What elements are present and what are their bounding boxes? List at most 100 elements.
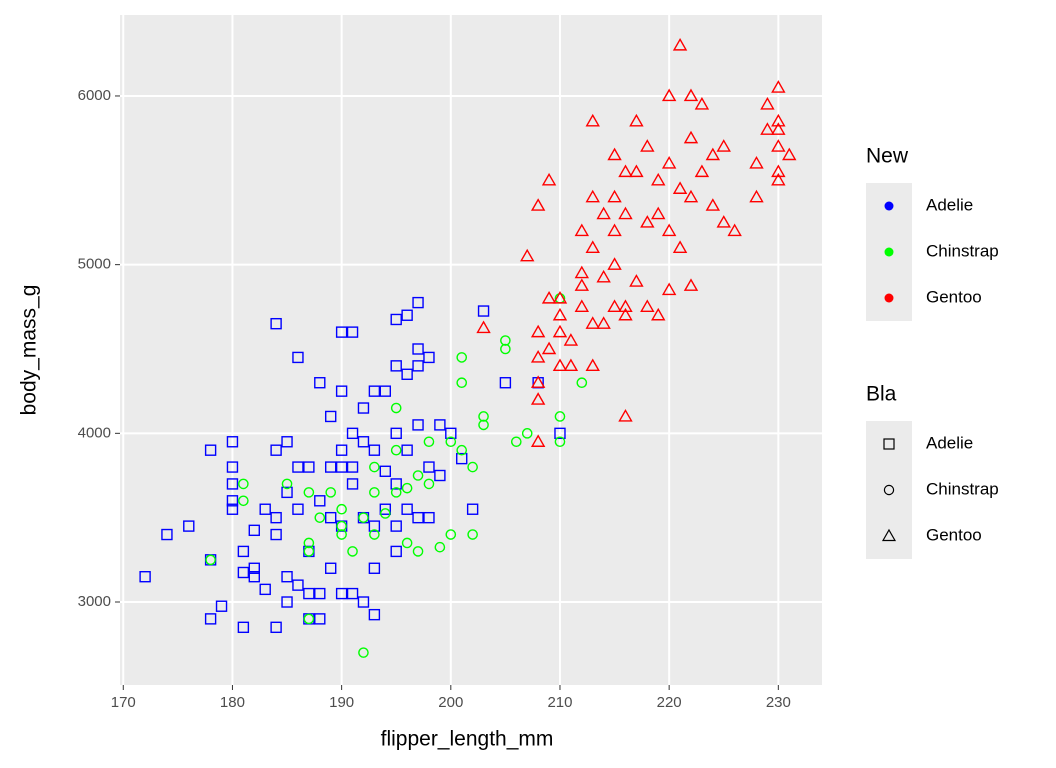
point (618, 409, 633, 422)
y-tick-label: 3000 (78, 593, 111, 610)
point (238, 478, 249, 490)
point (303, 546, 315, 557)
point (607, 147, 622, 161)
point (335, 326, 348, 338)
point (369, 487, 380, 498)
point (607, 223, 622, 237)
point (390, 402, 402, 414)
point (672, 181, 688, 194)
point (596, 316, 611, 329)
point (554, 436, 566, 448)
point (358, 647, 369, 658)
point (325, 461, 337, 473)
point (683, 130, 699, 144)
point (618, 299, 633, 313)
point (445, 427, 457, 440)
point (563, 358, 579, 372)
point (541, 290, 557, 304)
point (390, 444, 402, 456)
point (314, 377, 326, 389)
point (552, 290, 568, 304)
point (629, 113, 644, 127)
point (346, 326, 359, 338)
legend-entry: Chinstrap (926, 241, 999, 260)
point (607, 299, 622, 313)
point (357, 436, 370, 448)
legend-entry: Chinstrap (926, 479, 999, 498)
point (530, 434, 546, 447)
point (466, 503, 479, 515)
point (552, 358, 568, 372)
point (401, 537, 413, 549)
point (336, 520, 347, 532)
point (325, 487, 337, 498)
point (270, 621, 282, 634)
point (368, 562, 381, 574)
point (661, 223, 677, 237)
point (346, 461, 359, 473)
point (530, 198, 546, 211)
point (292, 461, 304, 473)
point (694, 164, 710, 178)
x-tick-label: 210 (547, 694, 572, 711)
point (585, 113, 600, 127)
point (661, 282, 677, 296)
point (883, 438, 895, 450)
point (379, 385, 391, 397)
point (303, 613, 315, 625)
point (596, 269, 611, 283)
point (161, 528, 173, 541)
point (749, 156, 764, 169)
point (478, 419, 489, 431)
point (270, 528, 282, 541)
point (357, 402, 370, 414)
point (390, 427, 402, 440)
point (500, 335, 511, 346)
point (476, 320, 491, 334)
point (651, 206, 666, 220)
point (270, 511, 282, 524)
point (226, 436, 239, 448)
point (314, 495, 326, 507)
legend-color-key (884, 293, 894, 303)
point (596, 206, 611, 220)
point (585, 316, 600, 329)
point (139, 571, 151, 583)
point (618, 206, 633, 220)
point (325, 562, 337, 574)
point (237, 566, 250, 579)
point (618, 164, 633, 178)
point (270, 317, 282, 330)
point (520, 248, 535, 262)
point (661, 88, 677, 102)
point (585, 189, 600, 203)
point (335, 385, 348, 397)
legend-title: New (866, 145, 909, 168)
point (292, 503, 304, 515)
point (412, 470, 424, 481)
point (303, 537, 315, 549)
point (281, 571, 293, 583)
point (883, 484, 895, 496)
point (585, 358, 600, 372)
legend-color-key (884, 201, 894, 211)
point (456, 452, 468, 465)
point (771, 139, 786, 152)
point (705, 147, 721, 161)
point (412, 343, 424, 355)
point (445, 529, 457, 540)
point (412, 360, 424, 372)
x-tick-label: 200 (438, 694, 463, 711)
point (215, 600, 228, 612)
point (226, 495, 239, 507)
point (379, 503, 391, 515)
point (248, 562, 260, 574)
point (325, 511, 337, 524)
point (574, 223, 590, 237)
point (205, 554, 216, 566)
point (576, 377, 588, 389)
point (303, 461, 315, 473)
legend-entry: Gentoo (926, 525, 982, 544)
point (727, 223, 742, 237)
point (237, 621, 250, 634)
